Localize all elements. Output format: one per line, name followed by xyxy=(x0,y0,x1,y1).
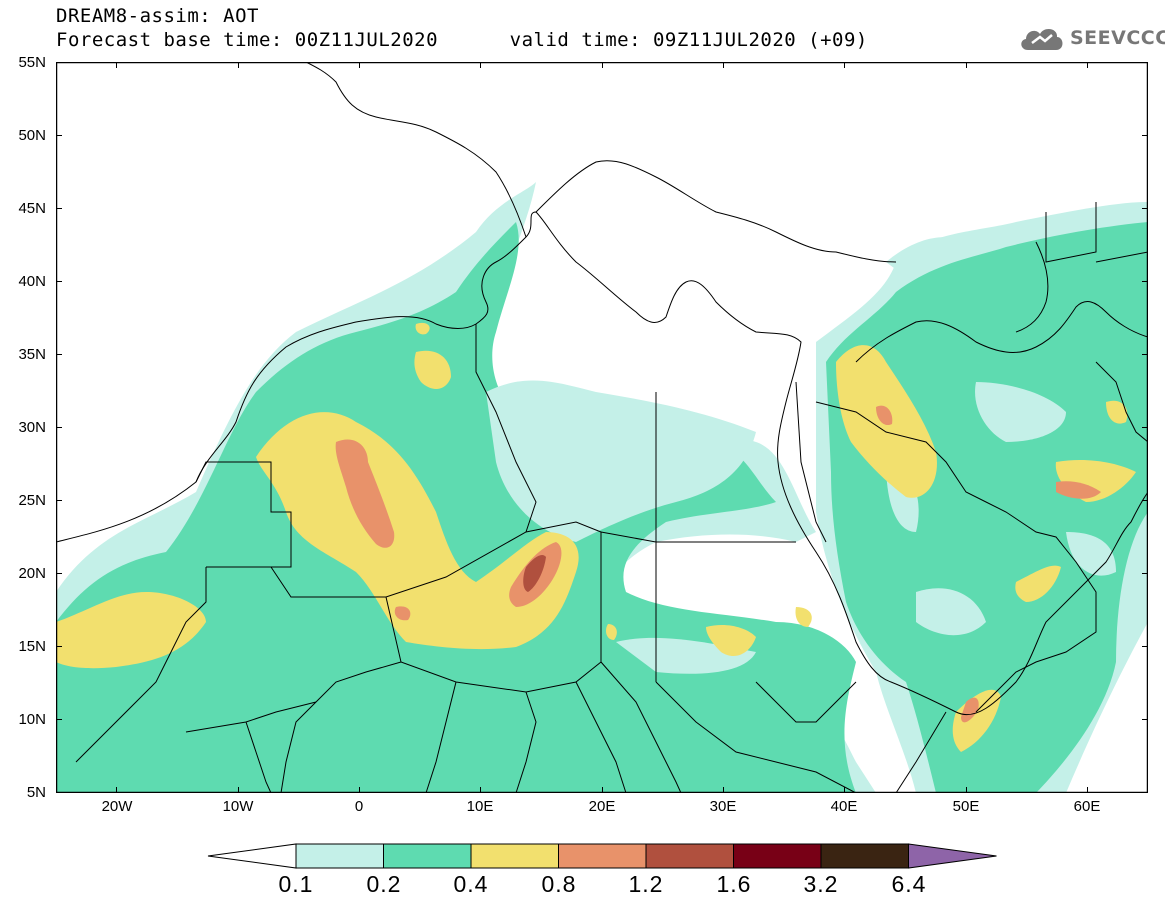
lat-label-35n: 35N xyxy=(18,346,46,363)
lon-label-10e: 10E xyxy=(466,798,494,815)
lat-label-20n: 20N xyxy=(18,565,46,582)
lon-label-0: 0 xyxy=(354,798,364,815)
lat-label-25n: 25N xyxy=(18,492,46,509)
lon-label-10w: 10W xyxy=(222,798,254,815)
map-canvas xyxy=(55,61,1149,794)
lat-label-40n: 40N xyxy=(18,273,46,290)
colorbar-box-3.2 xyxy=(820,843,909,869)
lon-label-60e: 60E xyxy=(1073,798,1101,815)
lon-label-50e: 50E xyxy=(952,798,980,815)
lat-label-50n: 50N xyxy=(18,127,46,144)
lat-label-30n: 30N xyxy=(18,419,46,436)
lon-label-20e: 20E xyxy=(588,798,616,815)
lat-label-15n: 15N xyxy=(18,638,46,655)
lon-label-20w: 20W xyxy=(101,798,133,815)
aot-contour-0.1-inner xyxy=(486,380,1116,674)
colorbar-label-6.4: 6.4 xyxy=(891,871,927,897)
map-border xyxy=(55,61,1149,794)
seevccc-logo: SEEVCCC xyxy=(1018,24,1165,52)
colorbar-label-3.2: 3.2 xyxy=(803,871,839,897)
colorbar-label-0.4: 0.4 xyxy=(453,871,489,897)
colorbar-box-1.6 xyxy=(733,843,822,869)
colorbar-label-0.8: 0.8 xyxy=(541,871,577,897)
colorbar-label-0.1: 0.1 xyxy=(278,871,314,897)
lat-label-10n: 10N xyxy=(18,711,46,728)
lon-label-40e: 40E xyxy=(830,798,858,815)
colorbar-label-1.6: 1.6 xyxy=(716,871,752,897)
colorbar-box-0.4 xyxy=(470,843,559,869)
lat-label-5n: 5N xyxy=(26,784,46,801)
aot-map xyxy=(55,61,1149,794)
lat-label-45n: 45N xyxy=(18,200,46,217)
colorbar-box-0.8 xyxy=(558,843,647,869)
colorbar-label-0.2: 0.2 xyxy=(366,871,402,897)
cloud-icon xyxy=(1021,28,1063,50)
coastlines-and-borders xyxy=(56,62,1148,793)
colorbar-box-0.2 xyxy=(383,843,472,869)
colorbar-box-0.1 xyxy=(295,843,384,869)
lat-label-55n: 55N xyxy=(18,54,46,71)
colorbar-box-1.2 xyxy=(645,843,734,869)
aot-contour-1.2 xyxy=(523,555,546,592)
colorbar-lower-extension xyxy=(207,843,297,869)
colorbar-upper-extension xyxy=(908,843,997,869)
lon-label-30e: 30E xyxy=(709,798,737,815)
colorbar-label-1.2: 1.2 xyxy=(628,871,664,897)
forecast-time-line: Forecast base time: 00Z11JUL2020 valid t… xyxy=(56,29,868,51)
logo-text: SEEVCCC xyxy=(1070,27,1165,49)
map-title: DREAM8-assim: AOT xyxy=(56,5,259,27)
